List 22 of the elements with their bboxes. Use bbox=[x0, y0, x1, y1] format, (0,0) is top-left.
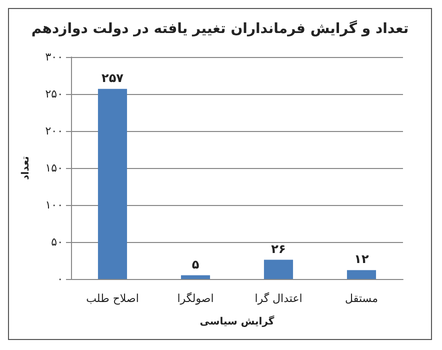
y-tick-label: ۰ bbox=[57, 272, 63, 286]
x-tick-label: مستقل bbox=[345, 292, 378, 305]
x-tick-label: اصلاح طلب bbox=[86, 292, 139, 305]
data-label: ۲۵۷ bbox=[102, 70, 124, 85]
data-label: ۱۲ bbox=[354, 252, 370, 266]
y-tick-label: ۳۰۰ bbox=[45, 50, 63, 64]
x-axis-title: گرایش سیاسی bbox=[200, 314, 274, 328]
x-tick-label: اعتدال گرا bbox=[254, 292, 302, 305]
y-axis-title: تعداد bbox=[20, 156, 32, 180]
data-label: ۵ bbox=[192, 257, 200, 272]
chart-title: تعداد و گرایش فرمانداران تغییر یافته در دولت دوازدهم bbox=[31, 20, 409, 37]
data-label: ۲۶ bbox=[271, 242, 286, 256]
bar bbox=[98, 88, 128, 279]
bar bbox=[264, 260, 294, 279]
y-tick-label: ۱۰۰ bbox=[45, 198, 63, 212]
y-tick-label: ۱۵۰ bbox=[45, 162, 63, 174]
bar bbox=[346, 270, 376, 279]
x-tick-label: اصولگرا bbox=[177, 292, 214, 305]
y-tick-label: ۵۰ bbox=[51, 236, 63, 248]
bar bbox=[180, 275, 210, 279]
y-tick-label: ۲۰۰ bbox=[45, 124, 63, 138]
y-tick-label: ۲۵۰ bbox=[45, 88, 63, 100]
